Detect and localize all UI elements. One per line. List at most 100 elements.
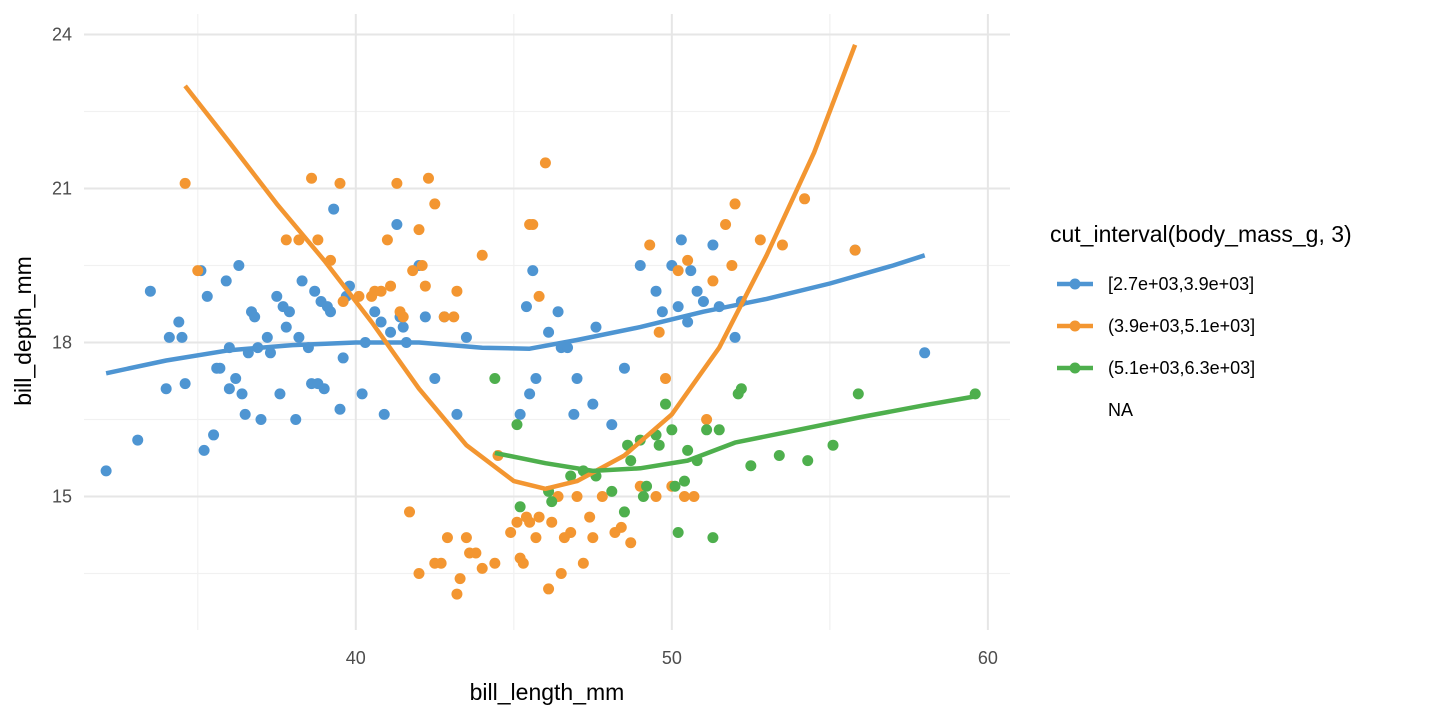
data-point bbox=[385, 326, 397, 338]
data-point bbox=[293, 331, 305, 343]
data-point bbox=[678, 491, 690, 503]
data-point bbox=[615, 521, 627, 533]
data-point bbox=[429, 372, 441, 384]
major-gridlines bbox=[84, 14, 1010, 630]
data-point bbox=[773, 449, 785, 461]
data-point bbox=[397, 311, 409, 323]
data-point bbox=[192, 265, 204, 277]
x-tick-label: 40 bbox=[346, 648, 366, 668]
data-point bbox=[584, 511, 596, 523]
data-point bbox=[660, 372, 672, 384]
data-point bbox=[296, 275, 308, 287]
data-point bbox=[735, 383, 747, 395]
data-point bbox=[596, 491, 608, 503]
data-point bbox=[328, 203, 340, 215]
data-point bbox=[543, 326, 555, 338]
data-point bbox=[271, 290, 283, 302]
data-point bbox=[369, 306, 381, 318]
data-point bbox=[264, 347, 276, 359]
data-point bbox=[577, 557, 589, 569]
smooth-line bbox=[183, 44, 858, 492]
data-point bbox=[476, 562, 488, 574]
data-point bbox=[720, 218, 732, 230]
data-point bbox=[176, 331, 188, 343]
data-point bbox=[672, 526, 684, 538]
data-point bbox=[606, 419, 618, 431]
data-point bbox=[438, 311, 450, 323]
data-point bbox=[419, 311, 431, 323]
data-point bbox=[678, 475, 690, 487]
data-point bbox=[179, 378, 191, 390]
data-point bbox=[470, 547, 482, 559]
data-point bbox=[745, 460, 757, 472]
data-point bbox=[201, 290, 213, 302]
data-point bbox=[208, 429, 220, 441]
data-point bbox=[318, 383, 330, 395]
y-tick-label: 18 bbox=[52, 333, 72, 353]
data-point bbox=[827, 439, 839, 451]
data-point bbox=[261, 331, 273, 343]
data-point bbox=[441, 532, 453, 544]
data-point bbox=[707, 532, 719, 544]
data-point bbox=[587, 532, 599, 544]
data-point bbox=[239, 408, 251, 420]
data-point bbox=[489, 372, 501, 384]
data-point bbox=[919, 347, 931, 359]
data-point bbox=[249, 311, 261, 323]
data-point bbox=[754, 234, 766, 246]
data-point bbox=[546, 496, 558, 508]
data-point bbox=[587, 398, 599, 410]
data-point bbox=[697, 295, 709, 307]
data-point bbox=[312, 234, 324, 246]
data-point bbox=[375, 285, 387, 297]
data-point bbox=[618, 362, 630, 374]
data-point bbox=[707, 275, 719, 287]
data-point bbox=[650, 491, 662, 503]
data-point bbox=[435, 557, 447, 569]
y-tick-label: 21 bbox=[52, 179, 72, 199]
legend: cut_interval(body_mass_g, 3) [2.7e+03,3.… bbox=[1050, 221, 1352, 420]
data-point bbox=[163, 331, 175, 343]
data-point bbox=[539, 157, 551, 169]
legend-label: (5.1e+03,6.3e+03] bbox=[1108, 358, 1255, 378]
data-point bbox=[713, 424, 725, 436]
legend-label: [2.7e+03,3.9e+03] bbox=[1108, 274, 1254, 294]
x-tick-label: 50 bbox=[662, 648, 682, 668]
y-axis-title: bill_depth_mm bbox=[10, 256, 36, 406]
data-point bbox=[489, 557, 501, 569]
data-point bbox=[514, 408, 526, 420]
data-point bbox=[451, 285, 463, 297]
data-point bbox=[280, 234, 292, 246]
data-point bbox=[381, 234, 393, 246]
smooth-lines bbox=[105, 44, 976, 492]
data-point bbox=[236, 388, 248, 400]
data-point bbox=[533, 290, 545, 302]
data-point bbox=[306, 172, 318, 184]
data-point bbox=[852, 388, 864, 400]
data-point bbox=[571, 372, 583, 384]
data-point bbox=[160, 383, 172, 395]
data-point bbox=[641, 480, 653, 492]
data-point bbox=[293, 234, 305, 246]
data-point bbox=[729, 198, 741, 210]
data-points bbox=[100, 157, 981, 600]
data-point bbox=[220, 275, 232, 287]
data-point bbox=[378, 408, 390, 420]
data-point bbox=[375, 316, 387, 328]
data-point bbox=[682, 316, 694, 328]
data-point bbox=[397, 321, 409, 333]
data-point bbox=[555, 568, 567, 580]
data-point bbox=[132, 434, 144, 446]
data-point bbox=[527, 265, 539, 277]
y-tick-label: 15 bbox=[52, 487, 72, 507]
data-point bbox=[309, 285, 321, 297]
legend-label: NA bbox=[1108, 400, 1133, 420]
data-point bbox=[669, 480, 681, 492]
data-point bbox=[637, 491, 649, 503]
data-point bbox=[391, 218, 403, 230]
data-point bbox=[404, 506, 416, 518]
y-tick-labels: 15 18 21 24 bbox=[52, 25, 72, 507]
data-point bbox=[407, 265, 419, 277]
data-point bbox=[653, 439, 665, 451]
data-point bbox=[337, 352, 349, 364]
